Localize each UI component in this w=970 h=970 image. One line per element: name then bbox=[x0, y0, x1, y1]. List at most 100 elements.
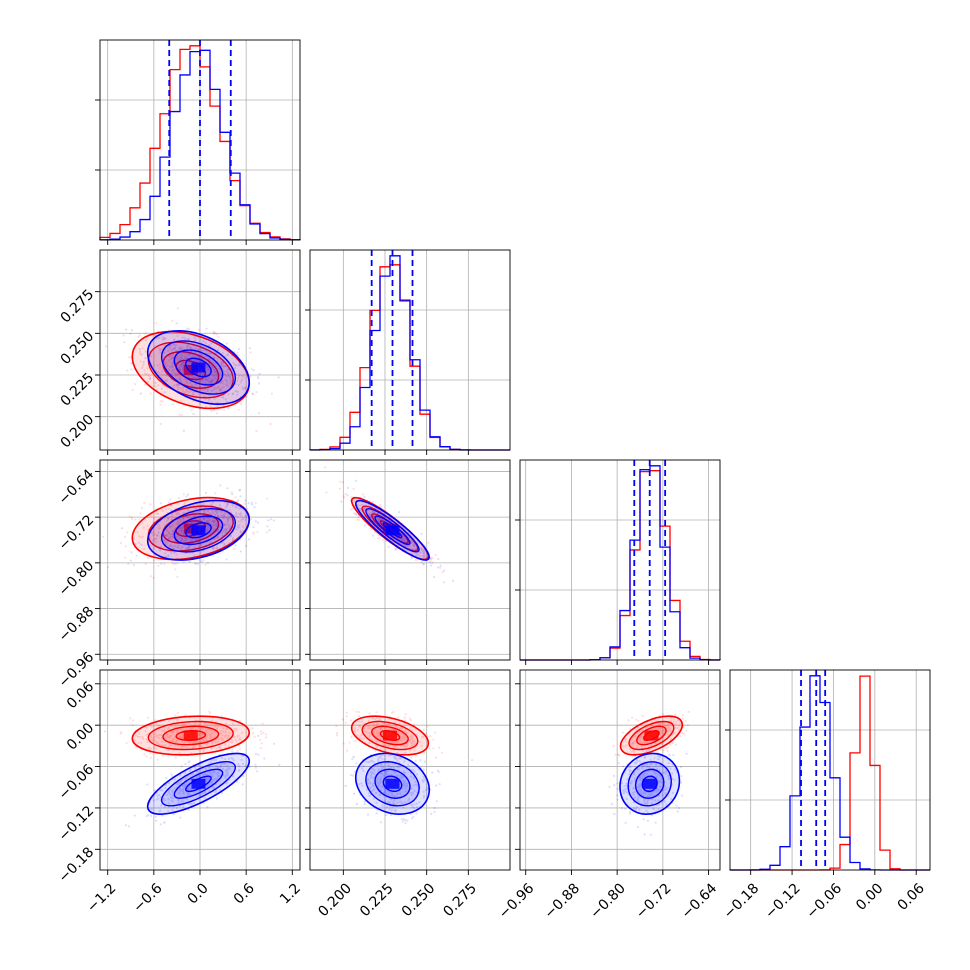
scatter-point bbox=[204, 378, 207, 381]
scatter-point bbox=[177, 388, 180, 391]
scatter-point bbox=[244, 518, 247, 521]
density-peak-red bbox=[383, 730, 397, 741]
scatter-point bbox=[226, 520, 229, 523]
scatter-point bbox=[186, 345, 189, 349]
scatter-point bbox=[218, 389, 222, 392]
scatter-point bbox=[255, 752, 258, 756]
scatter-point bbox=[173, 540, 176, 543]
scatter-point bbox=[192, 521, 195, 524]
scatter-point bbox=[181, 363, 184, 366]
scatter-point bbox=[180, 536, 183, 540]
scatter-point bbox=[371, 510, 374, 513]
scatter-point bbox=[255, 430, 258, 433]
scatter-point bbox=[176, 373, 179, 376]
scatter-point bbox=[250, 501, 253, 504]
scatter-point bbox=[349, 774, 352, 777]
scatter-point bbox=[142, 363, 145, 366]
scatter-point bbox=[439, 566, 442, 569]
panel-frame bbox=[99, 249, 301, 451]
scatter-point bbox=[203, 512, 206, 515]
scatter-point bbox=[236, 390, 239, 393]
scatter-point bbox=[438, 783, 441, 786]
scatter-point bbox=[642, 818, 645, 821]
scatter-point bbox=[182, 516, 185, 520]
scatter-point bbox=[130, 368, 133, 371]
scatter-point bbox=[119, 542, 122, 545]
scatter-point bbox=[194, 512, 197, 515]
scatter-point bbox=[167, 530, 170, 533]
scatter-point bbox=[206, 520, 209, 523]
scatter-point bbox=[150, 355, 153, 358]
scatter-point bbox=[144, 357, 147, 360]
scatter-point bbox=[157, 371, 160, 374]
scatter-point bbox=[617, 762, 620, 765]
scatter-point bbox=[224, 506, 227, 509]
scatter-point bbox=[216, 546, 219, 549]
scatter-point bbox=[404, 751, 407, 755]
x-tick-label: 0.275 bbox=[440, 880, 480, 920]
scatter-point bbox=[231, 392, 234, 395]
x-tick-label: −0.96 bbox=[496, 880, 538, 922]
scatter-point bbox=[184, 357, 187, 360]
scatter-point bbox=[225, 558, 228, 561]
scatter-point bbox=[159, 547, 162, 550]
scatter-point bbox=[187, 547, 190, 550]
scatter-point bbox=[119, 732, 122, 735]
scatter-point bbox=[355, 762, 358, 765]
scatter-point bbox=[167, 517, 170, 520]
scatter-point bbox=[185, 381, 188, 384]
scatter-point bbox=[351, 507, 354, 510]
scatter-point bbox=[187, 337, 190, 341]
scatter-point bbox=[229, 375, 232, 378]
scatter-point bbox=[223, 523, 226, 526]
scatter-point bbox=[224, 373, 227, 376]
scatter-point bbox=[422, 553, 425, 556]
scatter-point bbox=[180, 529, 183, 532]
scatter-point bbox=[221, 358, 224, 361]
scatter-point bbox=[167, 349, 170, 352]
scatter-point bbox=[160, 562, 163, 565]
scatter-point bbox=[132, 563, 135, 567]
scatter-point bbox=[366, 813, 370, 816]
scatter-point bbox=[130, 516, 133, 519]
scatter-point bbox=[231, 354, 234, 357]
scatter-point bbox=[176, 520, 179, 523]
scatter-point bbox=[174, 344, 177, 347]
scatter-point bbox=[401, 820, 404, 823]
scatter-point bbox=[164, 337, 167, 340]
scatter-point bbox=[185, 537, 189, 540]
scatter-point bbox=[244, 499, 247, 502]
scatter-point bbox=[178, 527, 181, 530]
scatter-point bbox=[222, 523, 226, 527]
scatter-point bbox=[181, 525, 185, 528]
scatter-point bbox=[228, 509, 231, 512]
scatter-point bbox=[239, 550, 242, 553]
scatter-point bbox=[182, 429, 185, 432]
scatter-point bbox=[195, 388, 198, 391]
scatter-point bbox=[238, 348, 241, 351]
scatter-point bbox=[170, 356, 174, 359]
scatter-point bbox=[227, 541, 230, 545]
scatter-point bbox=[206, 806, 209, 809]
scatter-point bbox=[218, 388, 221, 391]
scatter-point bbox=[423, 760, 426, 763]
scatter-point bbox=[409, 719, 412, 722]
scatter-point bbox=[222, 544, 225, 547]
scatter-point bbox=[203, 510, 206, 513]
scatter-point bbox=[124, 824, 128, 827]
scatter-point bbox=[187, 531, 190, 534]
scatter-point bbox=[256, 521, 260, 524]
scatter-point bbox=[168, 536, 171, 539]
x-tick-label: −0.6 bbox=[130, 880, 165, 915]
scatter-point bbox=[346, 749, 349, 752]
scatter-point bbox=[213, 398, 216, 401]
scatter-point bbox=[217, 349, 220, 352]
scatter-point bbox=[176, 535, 179, 538]
scatter-point bbox=[435, 800, 438, 803]
scatter-point bbox=[431, 557, 434, 560]
scatter-point bbox=[182, 493, 185, 496]
scatter-point bbox=[375, 812, 378, 815]
scatter-point bbox=[221, 534, 224, 537]
scatter-point bbox=[226, 523, 229, 526]
scatter-point bbox=[158, 366, 162, 370]
